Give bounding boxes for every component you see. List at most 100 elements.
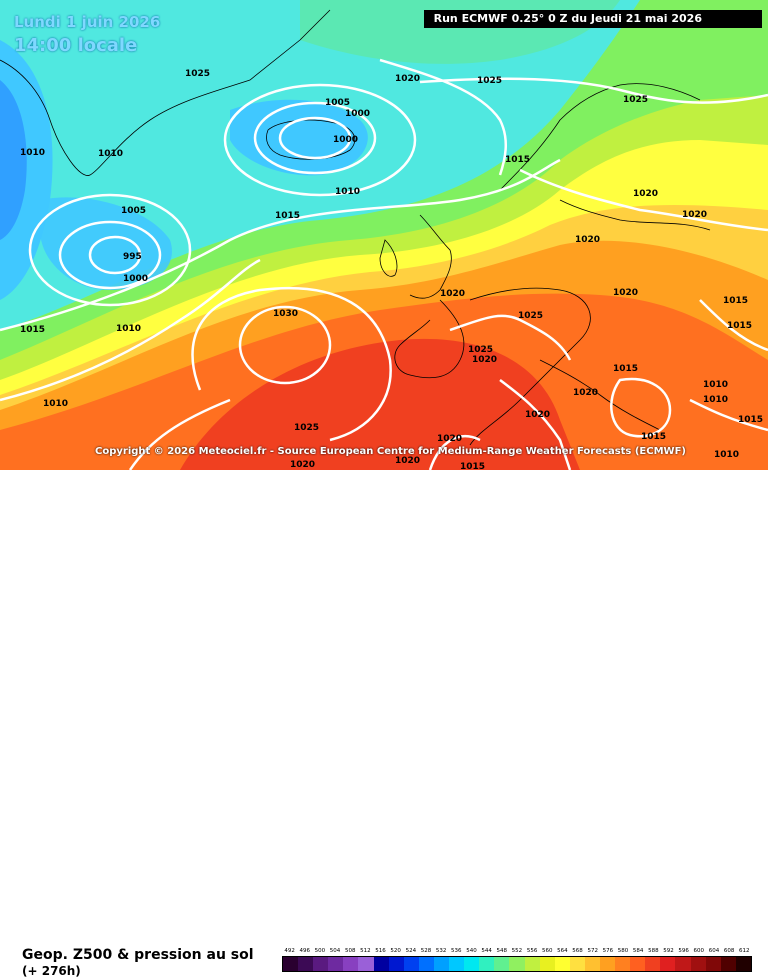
scale-tick-label: 532: [435, 948, 447, 954]
scale-tick-label: 588: [648, 948, 659, 954]
med-coast: [469, 287, 591, 446]
scale-tick-label: 612: [739, 948, 750, 954]
scandinavia-coast: [499, 83, 701, 191]
scale-swatch: [283, 957, 299, 971]
isobar-label: 1015: [613, 364, 638, 374]
isobar-label: 1020: [573, 388, 598, 398]
isobar-label: 1015: [727, 321, 752, 331]
isobar-label: 1010: [714, 450, 739, 460]
isobar-1000-iceland: [278, 116, 352, 160]
band-blue-low: [40, 197, 172, 290]
scale-swatch: [509, 957, 525, 971]
scale-tick-label: 568: [572, 948, 583, 954]
isobar-1010-east: [689, 398, 768, 432]
isobar-label: 1025: [185, 69, 210, 79]
isobar-label: 1010: [98, 149, 123, 159]
isobar-label: 995: [123, 252, 142, 262]
scale-swatch: [599, 957, 616, 971]
isobar-label: 1025: [468, 345, 493, 355]
scale-swatch: [630, 957, 646, 971]
isobar-1015-east: [699, 299, 768, 352]
isobar-label: 1015: [641, 432, 666, 442]
scale-tick-label: 548: [496, 948, 508, 954]
isobar-1000: [58, 220, 162, 290]
isobar-1015-balkans: [610, 377, 672, 438]
isobar-label: 1015: [460, 462, 485, 470]
isobar-1025-azores: [191, 286, 392, 442]
isobar-1025-north: [419, 77, 768, 104]
band-deep-blue: [0, 80, 27, 240]
isobar-label: 1015: [505, 155, 530, 165]
scale-tick-label: 544: [481, 948, 492, 954]
isobar-label: 1020: [290, 460, 315, 470]
isobar-1020-med: [499, 379, 572, 470]
scale-tick-label: 504: [329, 948, 341, 954]
isobar-1020-central: [449, 314, 572, 361]
iberia-coast: [394, 299, 465, 379]
copyright-text: Copyright © 2026 Meteociel.fr - Source E…: [95, 446, 686, 457]
scale-tick-label: 524: [405, 948, 417, 954]
scale-swatch: [645, 957, 661, 971]
map-canvas: 1025 1020 1025 1025 1005 1000 1000 1010 …: [0, 0, 768, 470]
isobar-label: 1020: [472, 355, 497, 365]
scale-tick-label: 596: [678, 948, 689, 954]
isobar-label: 1005: [325, 98, 350, 108]
isobar-label: 1025: [294, 423, 319, 433]
isobar-label: 1020: [395, 456, 420, 466]
scale-swatch: [464, 957, 480, 971]
scale-tick-label: 552: [511, 948, 523, 954]
scale-swatch: [358, 957, 374, 971]
forecast-date: Lundi 1 juin 2026: [14, 13, 161, 31]
isobar-label: 1015: [275, 211, 300, 221]
scale-tick-label: 572: [587, 948, 598, 954]
scale-swatch: [660, 957, 676, 971]
forecast-map: 1025 1020 1025 1025 1005 1000 1000 1010 …: [0, 0, 768, 470]
band-red: [180, 338, 580, 470]
scale-swatch: [690, 957, 706, 971]
scale-ticks: 492 496 500 504 508 512 516 520 524 528 532 536 540 5…: [282, 948, 752, 954]
scale-swatch: [675, 957, 691, 971]
scale-swatch: [524, 957, 540, 971]
balkans-coast: [539, 359, 661, 431]
isobar-label: 1010: [335, 187, 360, 197]
greenland-coast: [0, 9, 331, 176]
scale-swatch: [373, 957, 389, 971]
isobar-1010-south: [0, 258, 261, 402]
isobar-1020-east: [519, 168, 768, 232]
scale-tick-label: 536: [451, 948, 462, 954]
scale-tick-label: 564: [557, 948, 568, 954]
baltic-coast: [559, 199, 711, 231]
isobar-1005-iceland: [253, 101, 377, 175]
scale-swatch: [298, 957, 314, 971]
scale-swatch: [433, 957, 450, 971]
scale-swatch: [615, 957, 631, 971]
run-info-badge: Run ECMWF 0.25° 0 Z du Jeudi 21 mai 2026: [423, 10, 762, 28]
isobar-label: 1015: [738, 415, 763, 425]
isobar-label: 1025: [477, 76, 502, 86]
scale-swatch: [720, 957, 736, 971]
isobar-label: 1000: [333, 135, 358, 145]
isobar-label: 1010: [703, 380, 728, 390]
isobar-1020-north: [379, 58, 507, 176]
britain-coast: [409, 214, 452, 299]
scale-tick-label: 600: [693, 948, 705, 954]
scale-tick-label: 520: [390, 948, 401, 954]
scale-swatch: [705, 957, 721, 971]
color-scale: 492 496 500 504 508 512 516 520 524 528 532 536 540 5…: [282, 948, 752, 972]
isobar-label: 1020: [440, 289, 465, 299]
scale-swatch: [539, 957, 555, 971]
isobar-label: 1020: [682, 210, 707, 220]
scale-swatch: [328, 957, 344, 971]
scale-tick-label: 540: [466, 948, 477, 954]
isobar-label: 1020: [437, 434, 462, 444]
isobar-1015-south: [428, 435, 481, 470]
iceland-coast: [266, 119, 356, 160]
ireland-coast: [379, 239, 398, 277]
isobars: [0, 58, 768, 470]
isobar-label: 1020: [395, 74, 420, 84]
legend-panel: Geop. Z500 & pression au sol (+ 276h) 49…: [0, 470, 768, 978]
scale-tick-label: 556: [526, 948, 538, 954]
scale-tick-label: 512: [360, 948, 371, 954]
isobar-label: 1010: [43, 399, 68, 409]
isobar-label: 1015: [723, 296, 748, 306]
